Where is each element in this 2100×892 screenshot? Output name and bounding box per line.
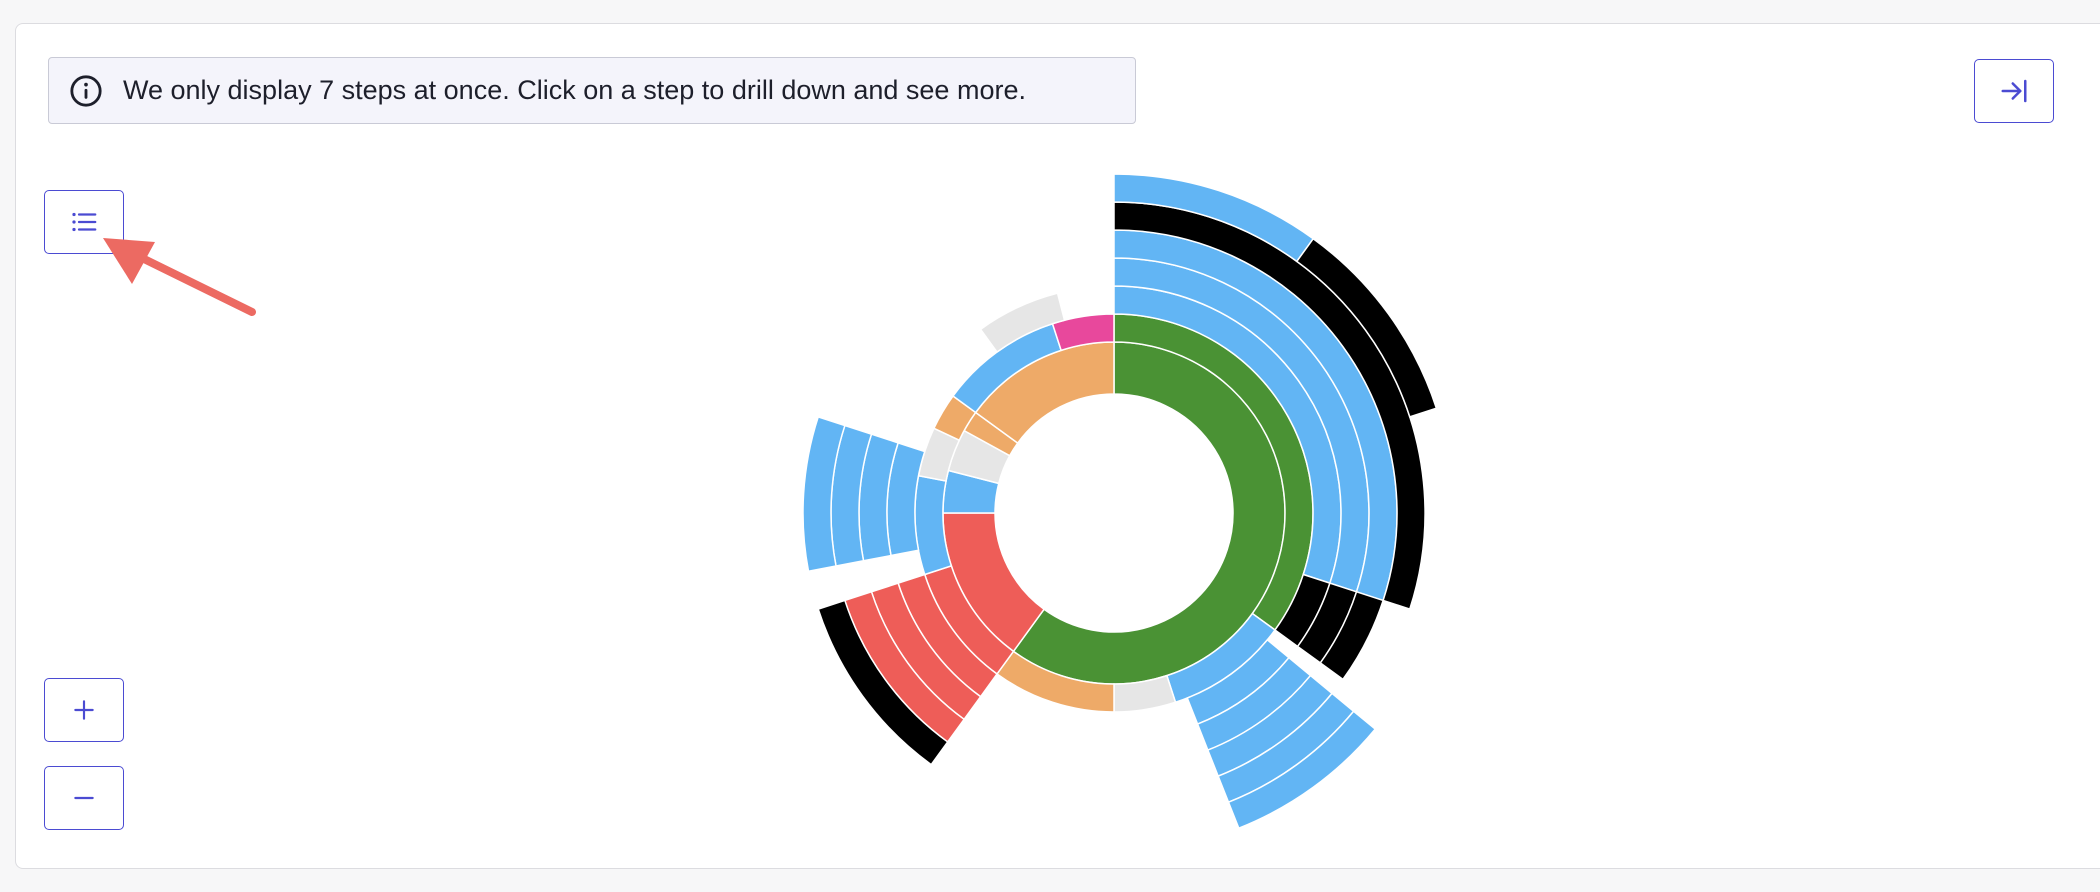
sunburst-segment[interactable]: [1295, 237, 1438, 418]
collapse-right-icon: [2001, 79, 2027, 103]
sunburst-segment[interactable]: [1227, 710, 1377, 830]
collapse-panel-button[interactable]: [1974, 59, 2054, 123]
notice-text: We only display 7 steps at once. Click o…: [123, 75, 1026, 105]
plus-icon: [74, 700, 94, 720]
step-limit-notice: We only display 7 steps at once. Click o…: [48, 57, 1136, 124]
sunburst-segment[interactable]: [802, 415, 846, 573]
sunburst-segment[interactable]: [817, 599, 949, 766]
minus-icon: [74, 796, 94, 800]
sunburst-segment[interactable]: [1319, 590, 1385, 681]
chart-panel: [15, 23, 2100, 869]
zoom-out-button[interactable]: [44, 766, 124, 830]
info-icon: [70, 74, 102, 107]
zoom-in-button[interactable]: [44, 678, 124, 742]
sunburst-segment[interactable]: [979, 292, 1066, 354]
list-icon: [72, 212, 97, 232]
sunburst-segment[interactable]: [1051, 313, 1115, 352]
